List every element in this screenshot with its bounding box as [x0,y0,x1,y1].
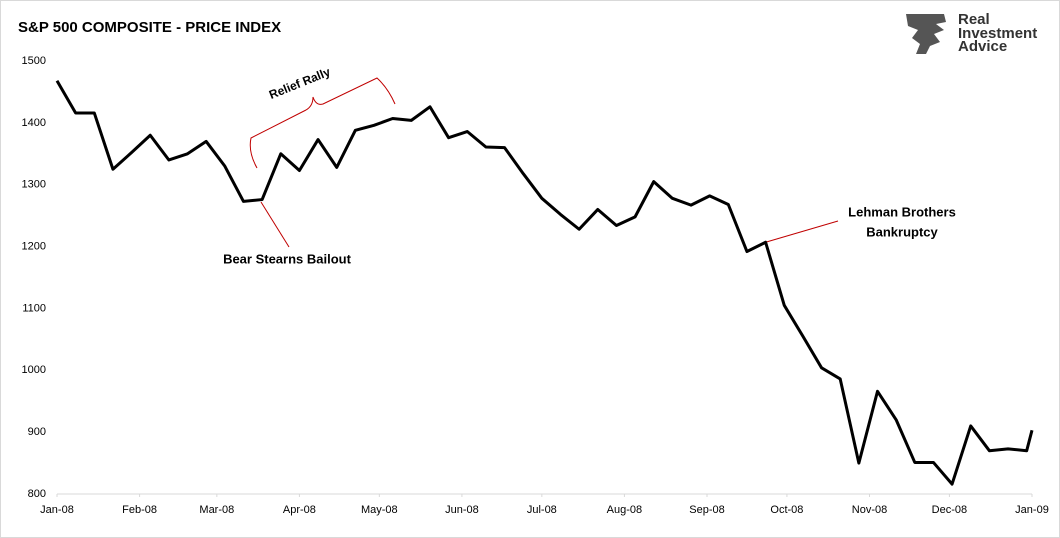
logo-text: Real [958,11,990,28]
x-tick-label: Jan-09 [1015,504,1049,516]
y-tick-label: 1400 [22,117,46,129]
annotation-text: Lehman Brothers [848,204,956,219]
x-tick-label: Oct-08 [770,504,803,516]
y-tick-label: 900 [28,426,46,438]
annotation-leader [762,220,839,244]
annotation-bear-stearns: Bear Stearns Bailout [223,201,352,266]
y-tick-label: 1100 [22,302,46,314]
logo: Real Investment Advice [906,11,1037,55]
annotation-bracket [249,77,396,169]
chart-title: S&P 500 COMPOSITE - PRICE INDEX [18,19,281,36]
x-tick-label: Apr-08 [283,504,316,516]
x-tick-label: May-08 [361,504,398,516]
x-tick-label: Jul-08 [527,504,557,516]
logo-icon [906,14,946,54]
x-tick-label: Jun-08 [445,504,479,516]
annotation-leader [260,201,290,248]
annotation-text: Bear Stearns Bailout [223,251,352,266]
y-tick-label: 1500 [22,55,46,67]
x-tick-label: Jan-08 [40,504,74,516]
x-tick-label: Aug-08 [607,504,642,516]
annotation-text: Bankruptcy [866,224,938,239]
logo-text: Advice [958,38,1007,55]
x-tick-label: Sep-08 [689,504,724,516]
line-series [55,80,1034,486]
annotation-lehman: Lehman Brothers Bankruptcy [762,204,956,244]
y-tick-label: 1300 [22,179,46,191]
x-tick-label: Dec-08 [932,504,967,516]
x-tick-label: Feb-08 [122,504,157,516]
logo-text: Investment [958,25,1037,42]
y-tick-label: 1200 [22,240,46,252]
y-tick-label: 800 [28,488,46,500]
x-tick-label: Nov-08 [852,504,887,516]
y-tick-label: 1000 [22,364,46,376]
x-tick-label: Mar-08 [199,504,234,516]
